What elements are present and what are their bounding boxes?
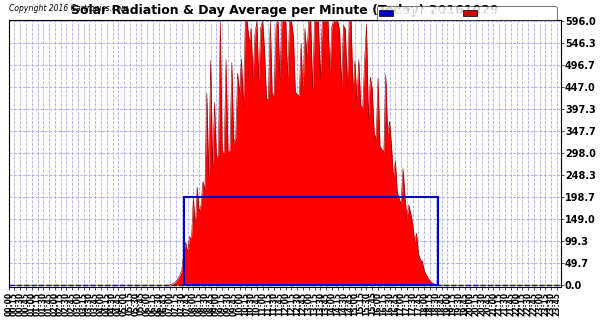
Text: Copyright 2016 Cartronics.com: Copyright 2016 Cartronics.com [8, 4, 128, 13]
Title: Solar Radiation & Day Average per Minute (Today) 20161029: Solar Radiation & Day Average per Minute… [71, 4, 499, 17]
Legend: Median (W/m2), Radiation (W/m2): Median (W/m2), Radiation (W/m2) [377, 6, 557, 20]
Bar [184, 197, 437, 285]
